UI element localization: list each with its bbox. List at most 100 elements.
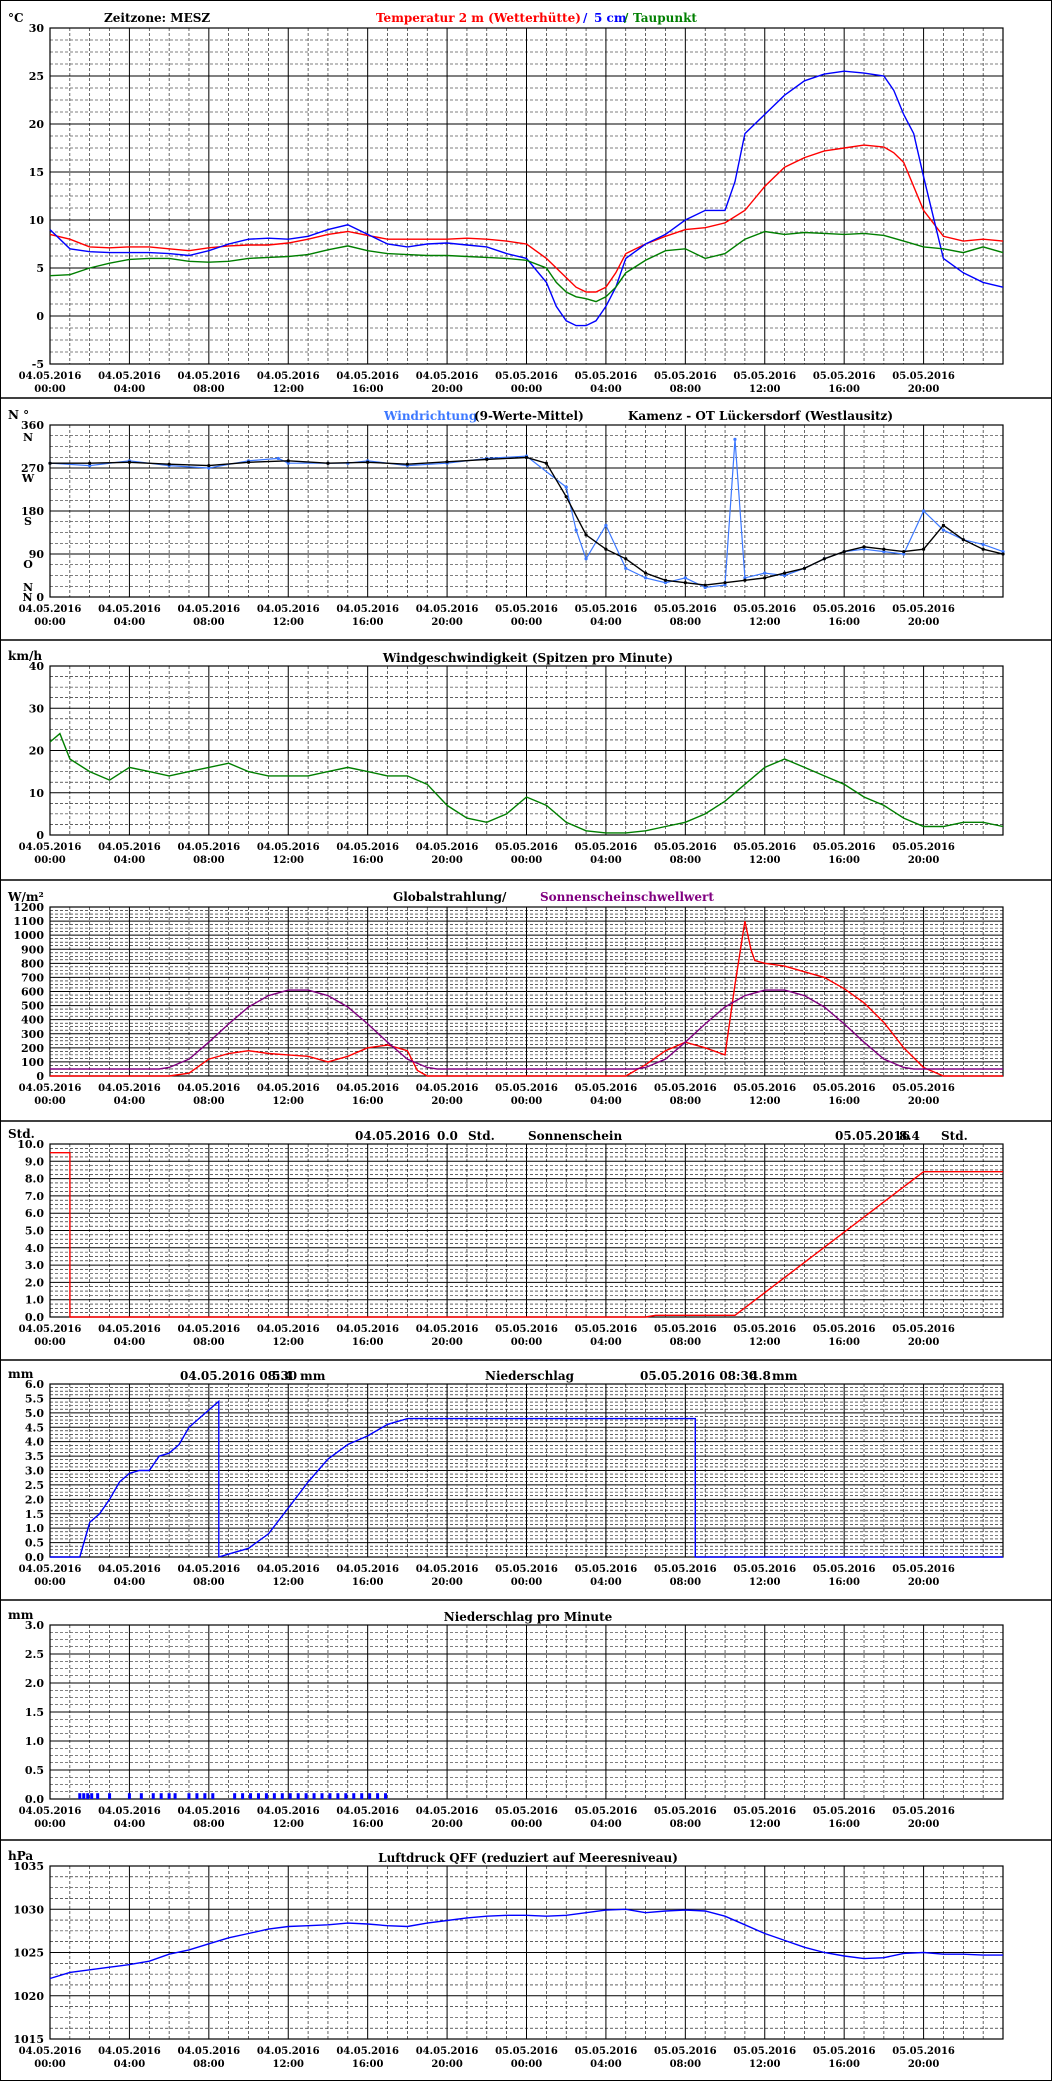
data-point xyxy=(564,495,568,499)
compass-label: W xyxy=(21,472,35,485)
bar xyxy=(384,1793,388,1799)
x-tick-time: 20:00 xyxy=(431,617,463,628)
x-tick-time: 04:00 xyxy=(590,1096,622,1107)
y-tick-label: 1030 xyxy=(13,1903,44,1916)
y-tick-label: 5.0 xyxy=(25,1225,44,1238)
x-tick-time: 16:00 xyxy=(352,1819,384,1830)
x-tick-time: 08:00 xyxy=(193,1337,225,1348)
x-tick-time: 16:00 xyxy=(352,1577,384,1588)
bar xyxy=(151,1793,155,1799)
y-tick-label: 2.0 xyxy=(25,1276,44,1289)
y-tick-label: 0.0 xyxy=(25,1793,44,1806)
y-tick-label: 4.0 xyxy=(25,1242,44,1255)
bar xyxy=(187,1793,191,1799)
data-point xyxy=(584,557,588,561)
x-tick-time: 08:00 xyxy=(193,1577,225,1588)
chart-title-part: Windgeschwindigkeit (Spitzen pro Minute) xyxy=(382,651,673,665)
x-tick-time: 04:00 xyxy=(114,1337,146,1348)
bar xyxy=(264,1793,268,1799)
bar xyxy=(280,1793,284,1799)
x-tick-time: 00:00 xyxy=(34,384,66,395)
y-tick-label: 2.5 xyxy=(25,1479,44,1492)
compass-label: O xyxy=(23,558,33,571)
x-tick-time: 12:00 xyxy=(272,855,304,866)
y-tick-label: 3.0 xyxy=(25,1259,44,1272)
series-line xyxy=(49,70,1004,327)
data-point xyxy=(584,533,588,537)
plot-frame xyxy=(49,665,1004,836)
x-tick-time: 04:00 xyxy=(590,2059,622,2070)
y-tick-label: 200 xyxy=(21,1042,44,1055)
chart-title-part: 05.05.2016 xyxy=(835,1129,910,1143)
x-tick-time: 04:00 xyxy=(590,855,622,866)
y-tick-label: 2.5 xyxy=(25,1648,44,1661)
x-tick-date: 04.05.2016 xyxy=(98,1324,161,1335)
y-tick-label: 9.0 xyxy=(25,1155,44,1168)
data-point xyxy=(743,576,747,580)
data-point xyxy=(405,462,409,466)
data-point xyxy=(783,573,787,578)
x-tick-date: 04.05.2016 xyxy=(19,1324,82,1335)
x-tick-date: 04.05.2016 xyxy=(416,371,479,382)
bar xyxy=(336,1793,340,1799)
series-line xyxy=(50,920,1003,1077)
y-tick-label: 1000 xyxy=(13,929,44,942)
data-point xyxy=(544,461,548,465)
x-tick-time: 20:00 xyxy=(908,2059,940,2070)
series-line xyxy=(49,732,1004,834)
y-tick-label: 1.0 xyxy=(25,1735,44,1748)
y-tick-label: 1035 xyxy=(13,1860,44,1873)
x-tick-date: 04.05.2016 xyxy=(98,1564,161,1575)
x-tick-time: 08:00 xyxy=(193,1819,225,1830)
data-point xyxy=(574,528,578,532)
x-tick-time: 12:00 xyxy=(749,1819,781,1830)
series-line xyxy=(49,144,1004,293)
bar xyxy=(211,1793,215,1799)
data-point xyxy=(88,464,92,468)
bar xyxy=(241,1793,245,1799)
compass-label: N xyxy=(23,581,33,594)
data-point xyxy=(644,576,648,580)
plot-frame xyxy=(49,424,1004,598)
data-point xyxy=(862,545,866,549)
x-tick-date: 04.05.2016 xyxy=(336,842,399,853)
y-tick-label: 270 xyxy=(21,462,44,475)
unit-label: W/m² xyxy=(7,890,44,904)
x-tick-date: 05.05.2016 xyxy=(495,604,558,615)
y-tick-label: 3.0 xyxy=(25,1619,44,1632)
x-tick-date: 04.05.2016 xyxy=(178,371,241,382)
x-tick-date: 05.05.2016 xyxy=(575,371,638,382)
x-tick-time: 04:00 xyxy=(114,1577,146,1588)
x-tick-date: 05.05.2016 xyxy=(892,604,955,615)
x-tick-date: 05.05.2016 xyxy=(813,371,876,382)
data-point xyxy=(961,538,965,542)
x-tick-time: 00:00 xyxy=(511,1577,543,1588)
x-tick-date: 04.05.2016 xyxy=(257,1564,320,1575)
data-point xyxy=(366,460,370,464)
y-tick-label: 0.5 xyxy=(25,1537,44,1550)
chart-title-part: Sonnenscheinschwellwert xyxy=(540,890,714,904)
data-point xyxy=(276,456,280,461)
unit-label: mm xyxy=(8,1367,34,1381)
x-tick-time: 00:00 xyxy=(34,1096,66,1107)
y-tick-label: 0 xyxy=(36,1070,44,1083)
y-tick-label: 15 xyxy=(29,166,44,179)
x-tick-time: 16:00 xyxy=(352,2059,384,2070)
compass-label: N xyxy=(23,431,33,444)
x-tick-date: 04.05.2016 xyxy=(257,842,320,853)
x-tick-date: 04.05.2016 xyxy=(416,1083,479,1094)
unit-label: hPa xyxy=(8,1849,33,1863)
y-tick-label: 800 xyxy=(21,957,44,970)
x-tick-time: 00:00 xyxy=(34,1577,66,1588)
y-tick-label: 0.0 xyxy=(25,1551,44,1564)
chart-title-part: Zeitzone: MESZ xyxy=(104,11,210,25)
x-tick-date: 04.05.2016 xyxy=(19,1083,82,1094)
x-tick-time: 08:00 xyxy=(670,855,702,866)
y-tick-label: 5.0 xyxy=(25,1407,44,1420)
data-point xyxy=(624,566,628,570)
chart-title-part: 04.05.2016 xyxy=(355,1129,430,1143)
y-tick-label: 1100 xyxy=(13,915,44,928)
y-tick-label: 8.0 xyxy=(25,1173,44,1186)
